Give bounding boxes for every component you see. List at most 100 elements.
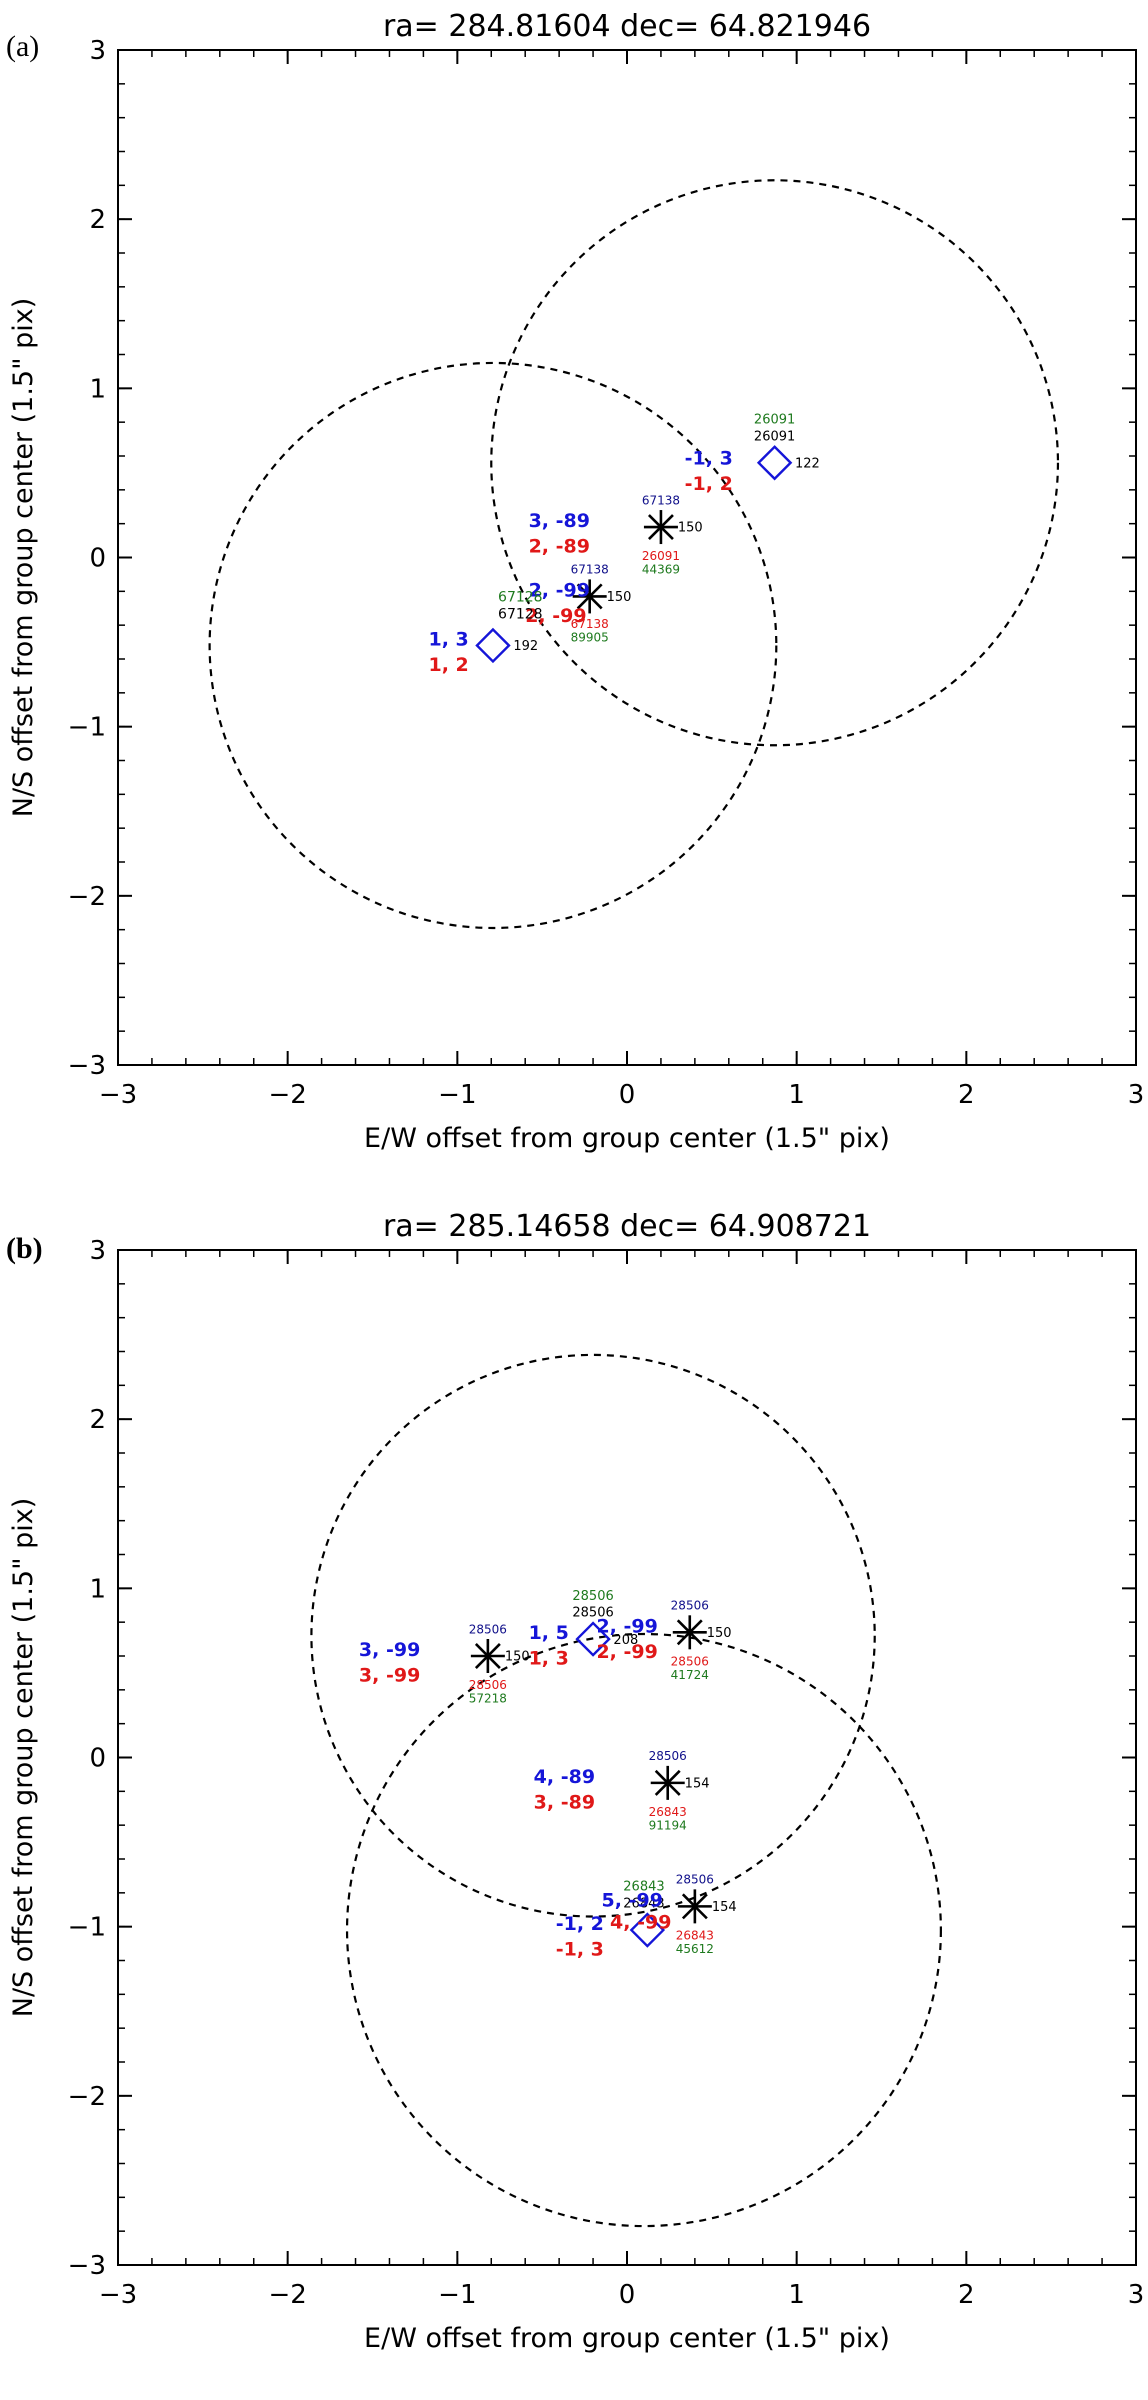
panel-b-label: (b)	[6, 1232, 43, 1265]
x-tick-label: −1	[438, 2280, 476, 2310]
y-tick-label: 0	[89, 544, 106, 574]
data-label: -1, 3	[685, 448, 733, 470]
asterisk-stroke	[654, 1769, 681, 1796]
data-label: 150	[607, 590, 632, 605]
x-tick-label: −1	[438, 1080, 476, 1110]
data-label: 67138	[642, 493, 680, 507]
data-label: 91194	[649, 1818, 687, 1832]
data-label: 28506	[649, 1749, 687, 1763]
data-label: 28506	[671, 1654, 709, 1668]
x-tick-label: −2	[269, 2280, 307, 2310]
data-label: 26843	[623, 1897, 664, 1912]
data-label: 2, -89	[529, 535, 590, 557]
asterisk-stroke	[576, 583, 603, 610]
data-label: 67128	[498, 589, 543, 605]
data-label: 2, -99	[529, 579, 590, 601]
data-label: 2, -99	[596, 1641, 657, 1663]
data-label: 4, -99	[610, 1911, 671, 1933]
data-label: 89905	[571, 630, 609, 644]
diamond-marker	[475, 627, 511, 664]
dashed-circle	[345, 1632, 942, 2228]
diamond-marker	[629, 1912, 666, 1948]
y-tick-label: −3	[68, 1051, 106, 1081]
data-label: 28506	[469, 1678, 507, 1692]
data-label: 154	[685, 1777, 710, 1792]
data-label: 1, 3	[529, 1648, 569, 1670]
panel-a: (a) ra= 284.81604 dec= 64.821946 −3 −2 −1 0 1…	[6, 9, 1145, 1154]
panel-a-label: (a)	[6, 30, 40, 63]
y-tick-label: 2	[89, 1405, 106, 1435]
data-label: 208	[613, 1633, 638, 1648]
data-label: 150	[707, 1626, 732, 1641]
data-label: 26091	[642, 549, 680, 563]
asterisk-marker	[672, 1615, 707, 1650]
asterisk-marker	[470, 1639, 505, 1673]
data-label: 3, -89	[534, 1791, 595, 1813]
data-label: 57218	[469, 1692, 507, 1706]
asterisk-stroke	[474, 1643, 501, 1669]
data-label: 28506	[676, 1873, 714, 1887]
chart-b: ra= 285.14658 dec= 64.908721 −3 −2 −1 0 1 2 3 −3…	[8, 1209, 1145, 2354]
data-label: 2, -99	[525, 605, 586, 627]
asterisk-marker	[650, 1765, 685, 1800]
data-label: 154	[712, 1900, 737, 1915]
panel-b: (b) ra= 285.14658 dec= 64.908721 −3 −2 −1 0 1…	[0, 1200, 1148, 2400]
y-tick-label: 1	[89, 1574, 106, 1604]
asterisk-marker	[572, 579, 607, 614]
data-label: 26091	[754, 412, 795, 427]
data-label: 26843	[623, 1880, 664, 1895]
y-tick-label: 3	[89, 1236, 106, 1266]
x-tick-label: −3	[99, 2280, 137, 2310]
data-label: 150	[505, 1650, 530, 1665]
asterisk-stroke	[647, 514, 674, 540]
data-label: 5, -99	[602, 1889, 663, 1911]
data-label: 150	[678, 521, 703, 536]
data-label: 3, -99	[359, 1639, 420, 1661]
plot-frame	[117, 1249, 1137, 2266]
y-tick-label: −2	[68, 882, 106, 912]
plot-frame	[117, 49, 1137, 1066]
data-label: 28506	[572, 1589, 613, 1604]
x-tick-label: 3	[1128, 1080, 1145, 1110]
data-label: -1, 2	[685, 473, 733, 495]
y-axis-label: N/S offset from group center (1.5" pix)	[8, 298, 39, 817]
asterisk-stroke	[676, 1619, 703, 1646]
data-label: 28506	[671, 1599, 709, 1613]
data-label: 45612	[676, 1942, 714, 1956]
data-label: 67138	[571, 617, 609, 631]
x-tick-label: 0	[619, 1080, 636, 1110]
x-tick-label: 0	[619, 2280, 636, 2310]
y-tick-label: −1	[68, 713, 106, 743]
x-tick-label: −3	[99, 1080, 137, 1110]
data-label: 192	[513, 639, 538, 654]
data-label: 4, -89	[534, 1766, 595, 1788]
y-tick-label: −1	[68, 1913, 106, 1943]
data-label: 67128	[498, 606, 543, 622]
data-label: 122	[795, 456, 820, 471]
data-label: 2, -99	[596, 1615, 657, 1637]
data-label: 1, 2	[428, 654, 468, 676]
diamond-marker	[575, 1621, 611, 1657]
data-label: -1, 2	[556, 1913, 604, 1935]
x-tick-label: 2	[958, 1080, 975, 1110]
data-label: 44369	[642, 563, 680, 577]
data-label: 67138	[571, 563, 609, 577]
x-tick-label: −2	[269, 1080, 307, 1110]
y-tick-label: −3	[68, 2251, 106, 2281]
asterisk-marker	[677, 1889, 712, 1924]
diamond-marker	[756, 445, 793, 481]
y-tick-label: 2	[89, 205, 106, 235]
chart-title: ra= 284.81604 dec= 64.821946	[383, 9, 871, 44]
dashed-circle	[310, 1353, 876, 1918]
data-label: 1, 3	[428, 629, 468, 651]
data-label: 26843	[649, 1805, 687, 1819]
x-tick-label: 1	[788, 1080, 805, 1110]
y-axis-label: N/S offset from group center (1.5" pix)	[8, 1498, 39, 2017]
asterisk-marker	[643, 510, 678, 545]
x-tick-label: 1	[788, 2280, 805, 2310]
x-tick-label: 3	[1128, 2280, 1145, 2310]
x-axis-label: E/W offset from group center (1.5" pix)	[364, 1123, 890, 1154]
plot-area: 192 1, 3 1, 2 122 26091 26091 -1, 3 -1, 2 150 671…	[208, 179, 1060, 930]
data-label: 28506	[572, 1606, 613, 1621]
